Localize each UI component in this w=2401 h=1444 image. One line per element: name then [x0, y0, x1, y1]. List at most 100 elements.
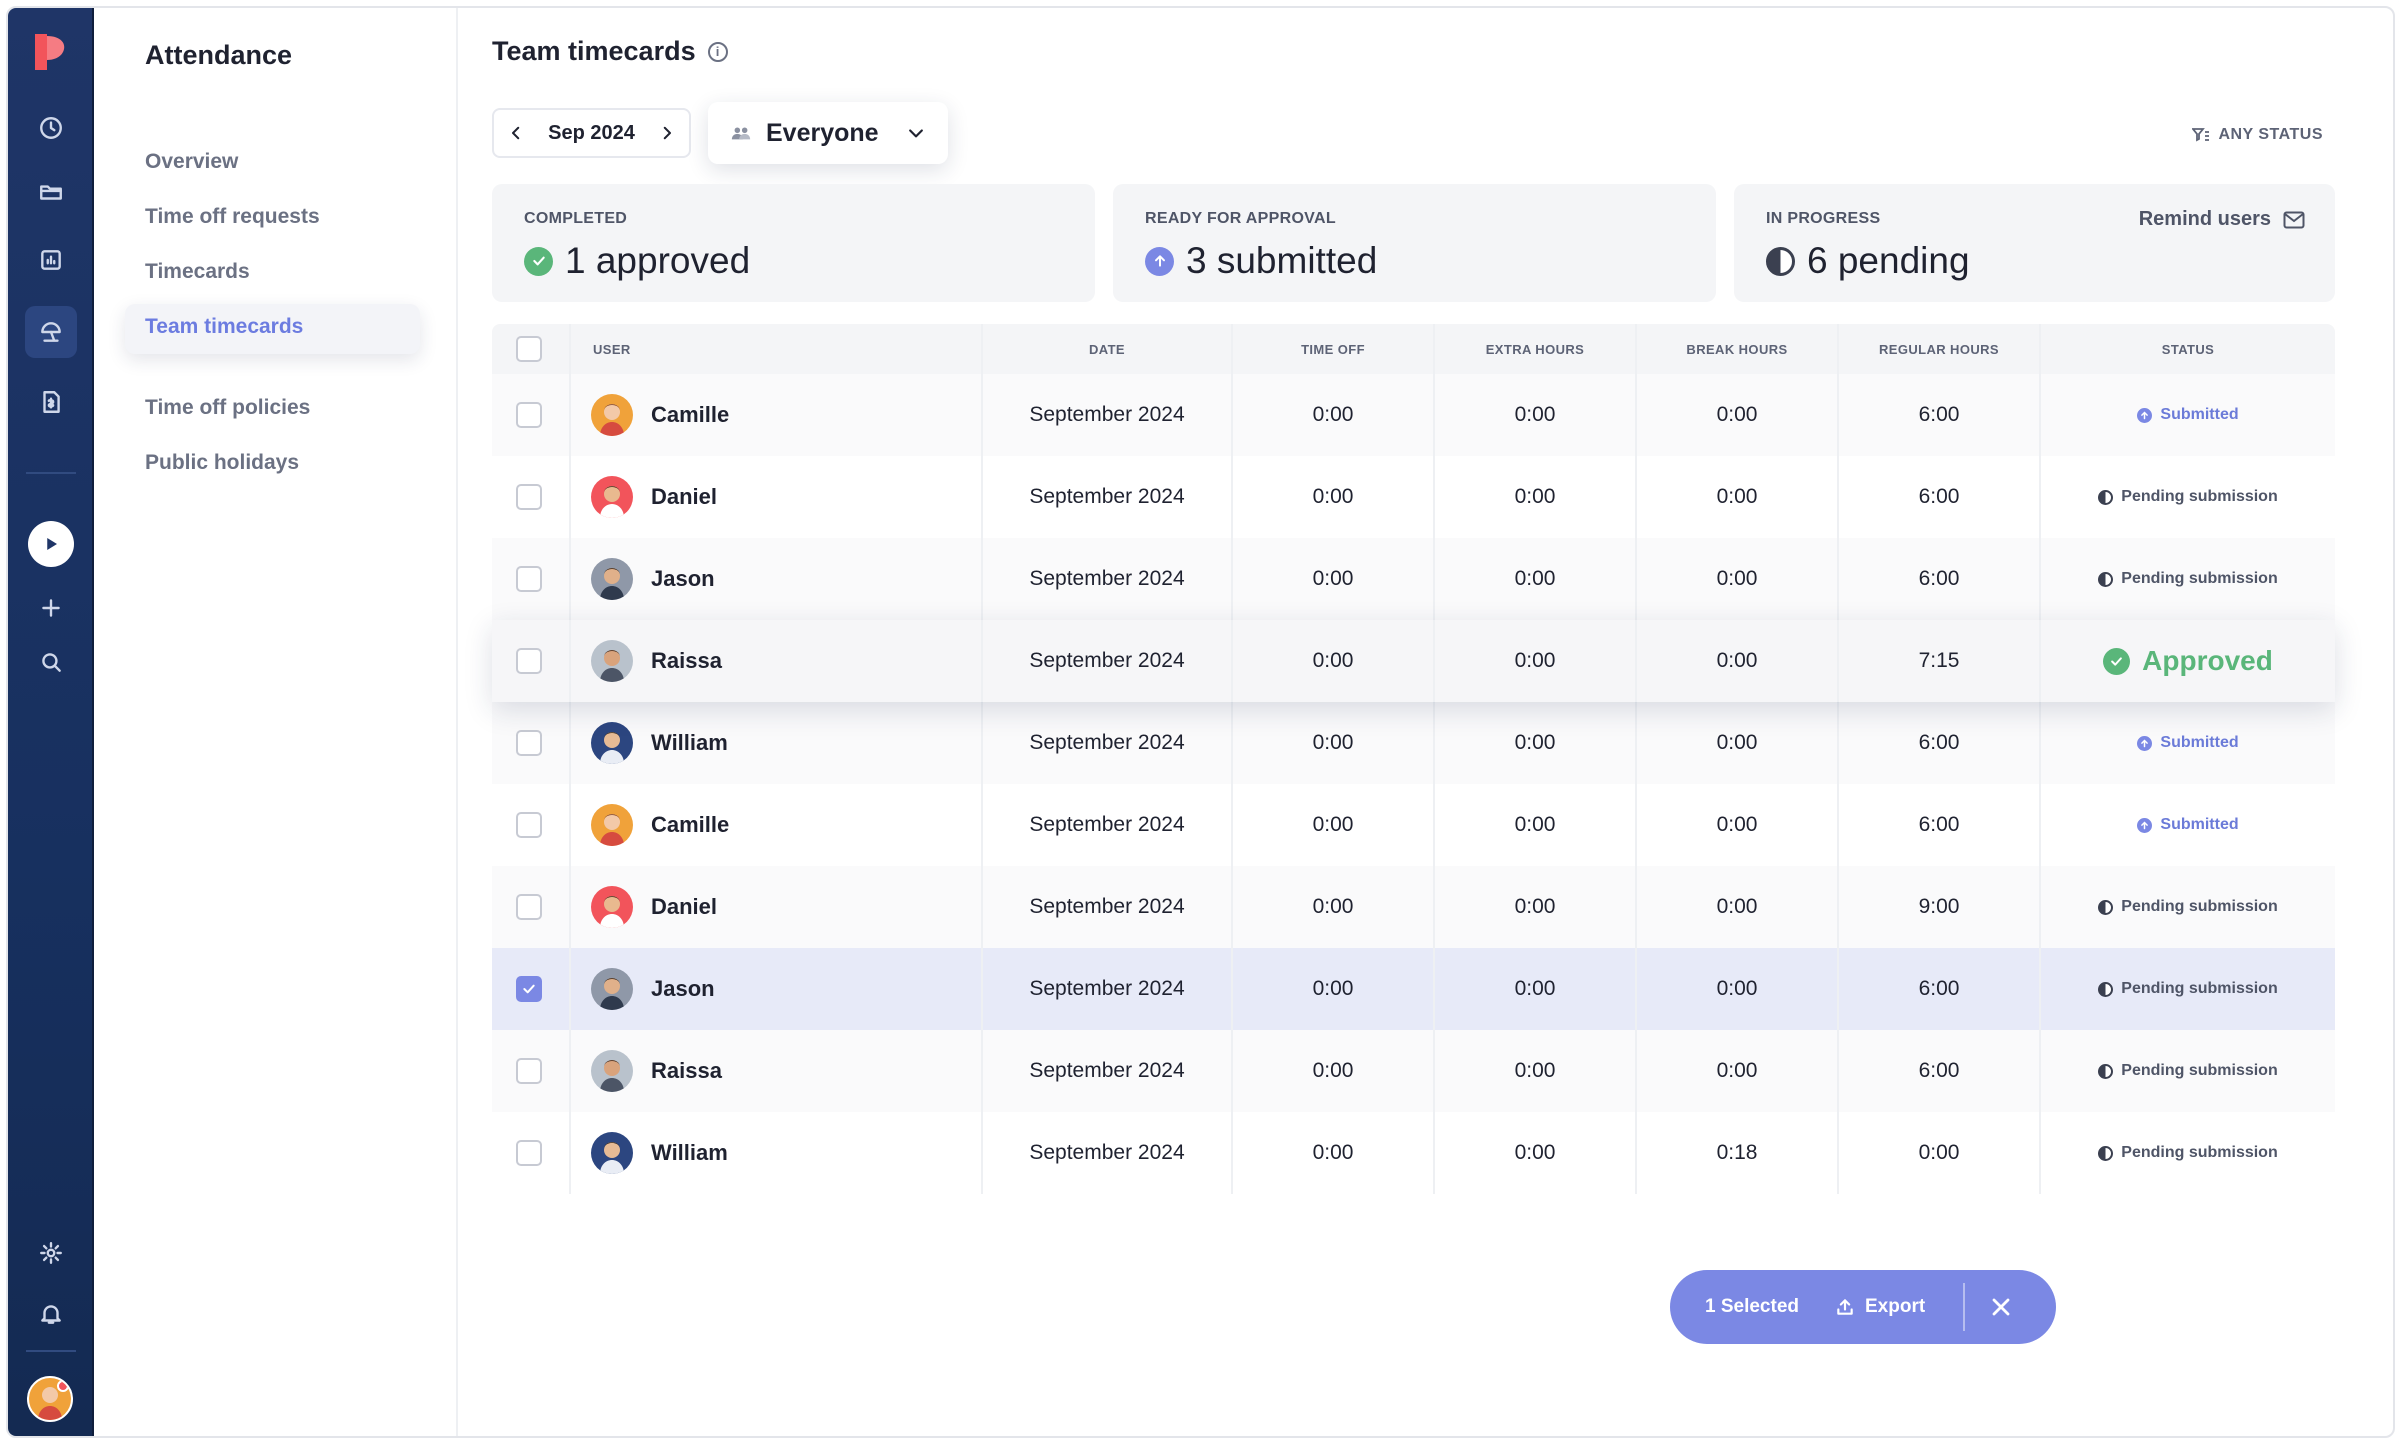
group-filter-dropdown[interactable]: Everyone: [708, 102, 948, 164]
date-cell: September 2024: [1029, 649, 1185, 672]
date-cell: September 2024: [1029, 895, 1185, 918]
nav-item-time-off-requests[interactable]: Time off requests: [145, 205, 320, 228]
clock-icon[interactable]: [35, 112, 67, 144]
date-cell: September 2024: [1029, 1141, 1185, 1164]
column-header-date[interactable]: DATE: [1088, 341, 1126, 357]
select-all-checkbox[interactable]: [516, 336, 542, 362]
column-header-status[interactable]: STATUS: [2161, 341, 2215, 357]
column-header-time-off[interactable]: TIME OFF: [1301, 341, 1365, 357]
table-row[interactable]: Daniel September 2024 0:00 0:00 0:00 6:00 Pend…: [492, 456, 2335, 538]
column-divider: [981, 948, 983, 1030]
status-filter-label: ANY STATUS: [2218, 126, 2323, 143]
status-badge: Pending submission: [2098, 570, 2278, 588]
column-divider: [1231, 324, 1233, 374]
user-cell[interactable]: Raissa: [591, 1030, 722, 1112]
table-row[interactable]: Daniel September 2024 0:00 0:00 0:00 9:00 Pend…: [492, 866, 2335, 948]
table-row[interactable]: Camille September 2024 0:00 0:00 0:00 6:00 Sub…: [492, 784, 2335, 866]
chart-icon[interactable]: [35, 244, 67, 276]
row-checkbox[interactable]: [516, 402, 542, 428]
plus-icon[interactable]: [35, 592, 67, 624]
date-cell: September 2024: [1029, 1059, 1185, 1082]
row-checkbox[interactable]: [516, 976, 542, 1002]
column-divider: [1231, 538, 1233, 620]
search-icon[interactable]: [35, 646, 67, 678]
info-icon[interactable]: i: [707, 41, 728, 62]
nav-item-public-holidays[interactable]: Public holidays: [145, 451, 300, 474]
nav-item-time-off-policies[interactable]: Time off policies: [145, 396, 311, 419]
nav-item-team-timecards[interactable]: Team timecards: [145, 315, 304, 338]
column-divider: [981, 784, 983, 866]
column-divider: [1231, 702, 1233, 784]
status-cell: Pending submission: [2041, 538, 2335, 620]
folder-icon[interactable]: [35, 176, 67, 208]
gear-icon[interactable]: [35, 1237, 67, 1269]
play-icon[interactable]: [28, 521, 74, 567]
user-cell[interactable]: Camille: [591, 374, 729, 456]
column-divider: [1231, 456, 1233, 538]
column-divider: [1635, 866, 1637, 948]
row-checkbox[interactable]: [516, 812, 542, 838]
user-cell[interactable]: Camille: [591, 784, 729, 866]
table-row[interactable]: Raissa September 2024 0:00 0:00 0:00 6:00 Pend…: [492, 1030, 2335, 1112]
main-content: Team timecards i Sep 2024 Everyone ANY S…: [458, 8, 2393, 1436]
status-badge: Submitted: [2137, 816, 2239, 834]
regular-hours-cell: 7:15: [1918, 649, 1960, 672]
break-hours-cell: 0:00: [1716, 731, 1758, 754]
brand-logo[interactable]: [31, 30, 71, 74]
table-row[interactable]: Camille September 2024 0:00 0:00 0:00 6:00 Sub…: [492, 374, 2335, 456]
nav-item-timecards[interactable]: Timecards: [145, 260, 250, 283]
status-filter[interactable]: ANY STATUS: [2192, 126, 2323, 144]
user-cell[interactable]: Raissa: [591, 620, 722, 702]
status-cell: Pending submission: [2041, 1112, 2335, 1194]
column-header-extra-hours[interactable]: EXTRA HOURS: [1485, 341, 1585, 357]
table-row[interactable]: Jason September 2024 0:00 0:00 0:00 6:00 Pendi…: [492, 538, 2335, 620]
user-cell[interactable]: William: [591, 1112, 728, 1194]
break-hours-cell: 0:18: [1716, 1141, 1758, 1164]
user-cell[interactable]: Jason: [591, 538, 715, 620]
user-name: William: [651, 730, 728, 755]
beach-umbrella-icon[interactable]: [25, 306, 77, 358]
extra-hours-cell: 0:00: [1514, 977, 1556, 1000]
current-user-avatar[interactable]: [27, 1376, 73, 1422]
row-checkbox[interactable]: [516, 566, 542, 592]
user-cell[interactable]: Daniel: [591, 866, 717, 948]
row-checkbox[interactable]: [516, 894, 542, 920]
export-button[interactable]: Export: [1835, 1296, 1925, 1318]
close-icon[interactable]: [1981, 1287, 2021, 1327]
column-divider: [1837, 866, 1839, 948]
notification-dot: [57, 1380, 69, 1392]
column-divider: [569, 784, 571, 866]
column-divider: [981, 620, 983, 702]
row-checkbox[interactable]: [516, 1058, 542, 1084]
nav-item-overview[interactable]: Overview: [145, 150, 239, 173]
bell-icon[interactable]: [35, 1298, 67, 1330]
column-divider: [569, 948, 571, 1030]
invoice-icon[interactable]: [35, 386, 67, 418]
chevron-right-icon[interactable]: [657, 123, 677, 143]
column-header-user[interactable]: USER: [593, 341, 631, 357]
avatar: [591, 804, 633, 846]
column-header-regular-hours[interactable]: REGULAR HOURS: [1878, 341, 2000, 357]
column-divider: [1635, 324, 1637, 374]
row-checkbox[interactable]: [516, 484, 542, 510]
column-divider: [2039, 538, 2041, 620]
column-divider: [1433, 702, 1435, 784]
column-divider: [1837, 784, 1839, 866]
half-circle-icon: [2098, 571, 2114, 587]
table-row[interactable]: Jason September 2024 0:00 0:00 0:00 6:00 Pendi…: [492, 948, 2335, 1030]
column-divider: [1837, 324, 1839, 374]
status-cell: Pending submission: [2041, 948, 2335, 1030]
row-checkbox[interactable]: [516, 730, 542, 756]
user-cell[interactable]: Daniel: [591, 456, 717, 538]
remind-users-button[interactable]: Remind users: [2139, 208, 2305, 231]
table-row[interactable]: William September 2024 0:00 0:00 0:18 0:00 Pen…: [492, 1112, 2335, 1194]
chevron-left-icon[interactable]: [506, 123, 526, 143]
row-checkbox[interactable]: [516, 1140, 542, 1166]
table-row[interactable]: Raissa September 2024 0:00 0:00 0:00 7:15 Appr…: [492, 620, 2335, 702]
user-cell[interactable]: Jason: [591, 948, 715, 1030]
row-checkbox[interactable]: [516, 648, 542, 674]
user-cell[interactable]: William: [591, 702, 728, 784]
card-caption: IN PROGRESS: [1766, 210, 1881, 227]
column-header-break-hours[interactable]: BREAK HOURS: [1686, 341, 1788, 357]
table-row[interactable]: William September 2024 0:00 0:00 0:00 6:00 Sub…: [492, 702, 2335, 784]
